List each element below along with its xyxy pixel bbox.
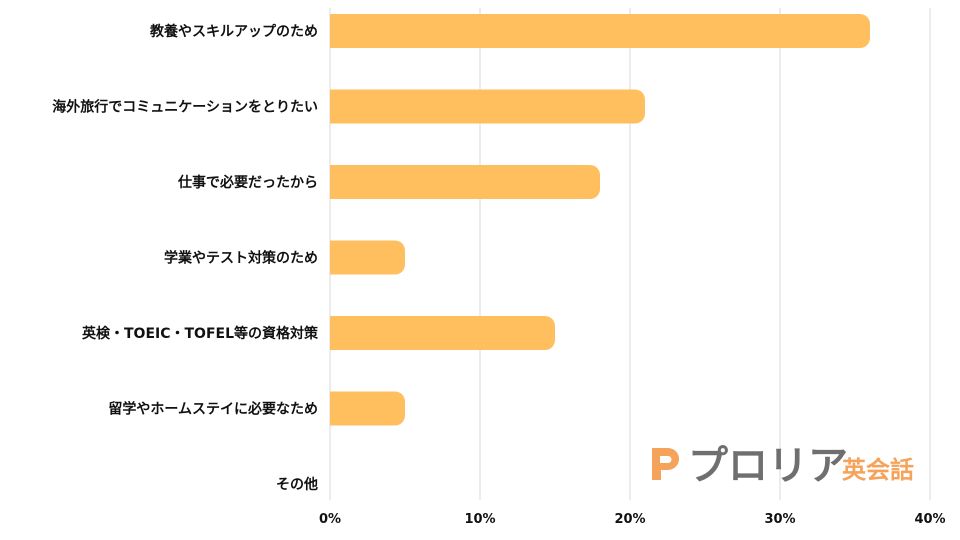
bar <box>330 14 870 48</box>
bar-base <box>330 89 342 124</box>
x-tick-label: 10% <box>464 512 495 527</box>
bar-base <box>330 165 342 199</box>
x-tick-label: 40% <box>914 512 945 527</box>
category-label: その他 <box>276 476 318 493</box>
proria-logo: プロリア 英会話 <box>652 443 914 489</box>
category-label: 英検・TOEIC・TOFEL等の資格対策 <box>81 325 319 342</box>
bar-base <box>330 240 342 275</box>
category-label: 仕事で必要だったから <box>177 174 318 191</box>
category-labels: 教養やスキルアップのため海外旅行でコミュニケーションをとりたい仕事で必要だったか… <box>52 23 319 493</box>
logo-brand-text: プロリア <box>688 443 848 489</box>
logo-sub-text: 英会話 <box>842 456 914 484</box>
bar <box>330 165 600 199</box>
bar-base <box>330 391 342 426</box>
category-label: 留学やホームステイに必要なため <box>108 401 318 418</box>
category-label: 海外旅行でコミュニケーションをとりたい <box>52 99 318 116</box>
bar-base <box>330 14 342 48</box>
category-label: 教養やスキルアップのため <box>150 23 318 40</box>
bar <box>330 316 555 350</box>
bar <box>330 240 405 275</box>
bar-base <box>330 316 342 350</box>
proria-logo-mark-icon <box>652 448 679 480</box>
x-tick-label: 30% <box>764 512 795 527</box>
x-tick-label: 0% <box>319 512 341 527</box>
x-tick-labels: 0% 10% 20% 30% 40% <box>319 512 946 527</box>
category-label: 学業やテスト対策のため <box>164 250 318 267</box>
bars <box>330 14 870 426</box>
x-tick-label: 20% <box>614 512 645 527</box>
gridlines <box>329 8 931 500</box>
bar <box>330 89 645 124</box>
bar <box>330 391 405 426</box>
